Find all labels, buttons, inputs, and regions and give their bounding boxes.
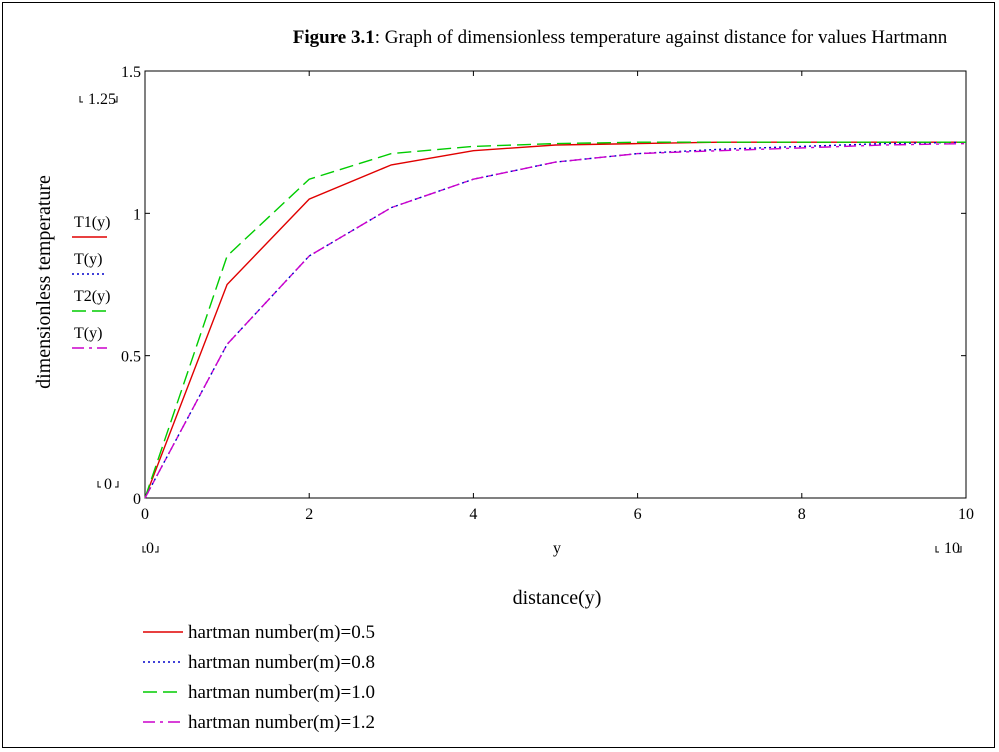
y-range-marker-top: 1.25	[88, 91, 116, 108]
x-tick-label: 2	[305, 506, 313, 523]
legend-label-3: hartman number(m)=1.0	[188, 682, 375, 703]
trace-label-3: T2(y)	[74, 288, 110, 305]
x-tick-label: 8	[798, 506, 806, 523]
y-tick-label: 1.5	[121, 64, 141, 81]
figure-caption-rest: : Graph of dimensionless temperature aga…	[375, 27, 948, 48]
series-lines	[144, 141, 967, 499]
axis-tick-labels: 0 2 4 6 8 10 0 0.5 1 1.5	[121, 64, 974, 523]
trace-label-4: T(y)	[74, 325, 102, 342]
plot-area	[144, 70, 967, 499]
legend-label-1: hartman number(m)=0.5	[188, 622, 375, 643]
x-variable-label: y	[553, 540, 561, 557]
y-range-marker-bottom: 0	[104, 476, 112, 493]
x-axis-title: distance(y)	[513, 587, 602, 609]
series-line-2	[144, 141, 967, 499]
trace-labels: T1(y) T(y) T2(y) T(y)	[72, 214, 110, 349]
series-line-4	[144, 142, 967, 499]
x-tick-label: 6	[634, 506, 642, 523]
series-line-3	[144, 141, 966, 499]
x-range-marker-left: 0	[146, 540, 154, 557]
range-marker-brackets	[79, 96, 962, 553]
legend-label-2: hartman number(m)=0.8	[188, 652, 375, 673]
figure-caption: Figure 3.1: Graph of dimensionless tempe…	[293, 27, 948, 48]
trace-label-2: T(y)	[74, 251, 102, 268]
y-tick-label: 0	[133, 491, 141, 508]
y-tick-label: 1	[133, 206, 141, 223]
x-tick-label: 0	[141, 506, 149, 523]
figure-caption-bold: Figure 3.1	[293, 27, 375, 48]
x-tick-label: 10	[958, 506, 974, 523]
trace-label-1: T1(y)	[74, 214, 110, 231]
y-axis-title: dimensionless temperature	[33, 175, 55, 389]
x-tick-label: 4	[469, 506, 477, 523]
x-range-marker-right: 10	[944, 540, 960, 557]
legend: hartman number(m)=0.5 hartman number(m)=0…	[143, 622, 375, 733]
axis-ticks	[144, 70, 967, 499]
y-tick-label: 0.5	[121, 349, 141, 366]
series-line-1	[144, 141, 966, 499]
legend-label-4: hartman number(m)=1.2	[188, 712, 375, 733]
